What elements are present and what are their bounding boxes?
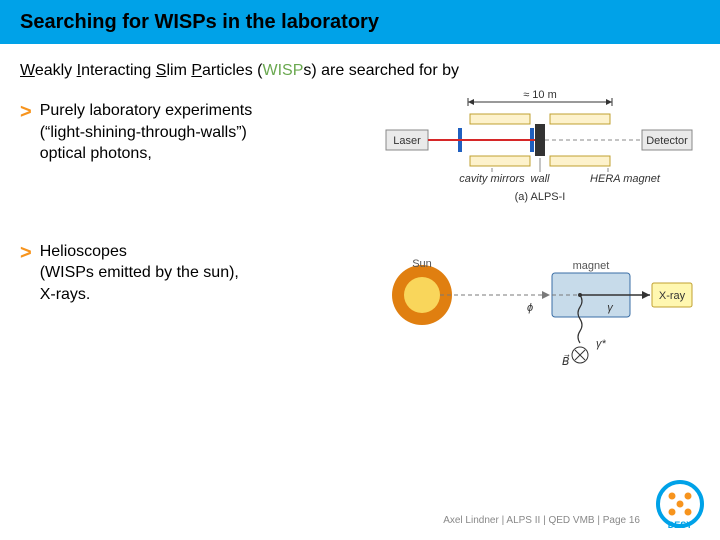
- phi-label: ϕ: [527, 302, 533, 314]
- magnet-label: magnet: [573, 260, 610, 272]
- b-vector-label: B⃗: [562, 354, 570, 368]
- wall-block: [535, 124, 545, 156]
- bullet-1-line3: optical photons,: [40, 145, 152, 162]
- magnet-top-left: [470, 114, 530, 124]
- magnet-bottom-left: [470, 156, 530, 166]
- subtitle-wisp: WISP: [262, 62, 303, 79]
- sun-label: Sun: [412, 258, 432, 270]
- subtitle-t1: eakly: [35, 62, 77, 79]
- bullet-1-marker: >: [20, 100, 32, 124]
- subtitle-w: W: [20, 62, 35, 79]
- subtitle-s: S: [156, 62, 167, 79]
- diagram-alps: ≈ 10 m Laser Detector cavity mirrors wal…: [380, 90, 700, 220]
- desy-logo: DESY: [652, 476, 708, 532]
- cavity-label: cavity mirrors: [459, 173, 525, 185]
- bullet-1-line1: Purely laboratory experiments: [40, 102, 253, 119]
- alps-caption: (a) ALPS-I: [515, 191, 566, 203]
- magnet-top-right: [550, 114, 610, 124]
- scale-label: ≈ 10 m: [523, 90, 557, 101]
- diagram-helioscope: Sun ϕ magnet γ X-ray γ* B⃗: [380, 255, 700, 395]
- bullet-1-line2: (“light-shining-through-walls”): [40, 124, 247, 141]
- xray-label: X-ray: [659, 290, 686, 302]
- sun-inner: [404, 277, 440, 313]
- detector-label: Detector: [646, 135, 688, 147]
- desy-logo-text: DESY: [668, 520, 693, 530]
- bullet-2-line3: X-rays.: [40, 286, 91, 303]
- hera-label: HERA magnet: [590, 173, 661, 185]
- title-bar: Searching for WISPs in the laboratory: [0, 0, 720, 44]
- laser-label: Laser: [393, 135, 421, 147]
- bullet-1-body: Purely laboratory experiments (“light-sh…: [40, 100, 330, 165]
- subtitle-t5: s) are searched for by: [303, 62, 459, 79]
- gamma-star-label: γ*: [596, 338, 607, 350]
- subtitle-p: P: [191, 62, 202, 79]
- bullet-2-marker: >: [20, 241, 32, 265]
- slide-title: Searching for WISPs in the laboratory: [20, 11, 379, 34]
- bullet-2-line2: (WISPs emitted by the sun),: [40, 264, 239, 281]
- subtitle-t4: articles (: [202, 62, 262, 79]
- bullet-2-line1: Helioscopes: [40, 243, 127, 260]
- magnet-bottom-right: [550, 156, 610, 166]
- bullet-2-body: Helioscopes (WISPs emitted by the sun), …: [40, 241, 330, 306]
- subtitle: Weakly Interacting Slim Particles (WISPs…: [0, 44, 720, 90]
- subtitle-t3: lim: [166, 62, 191, 79]
- footer-text: Axel Lindner | ALPS II | QED VMB | Page …: [443, 515, 640, 526]
- subtitle-t2: nteracting: [81, 62, 156, 79]
- wall-label: wall: [531, 173, 551, 185]
